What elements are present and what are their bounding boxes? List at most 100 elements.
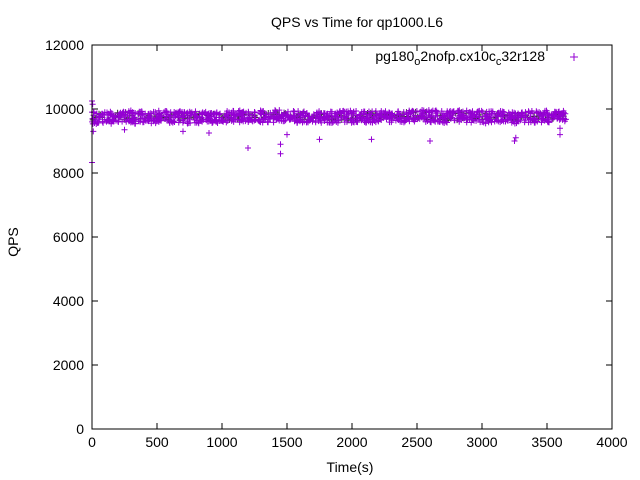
data-point xyxy=(217,110,224,117)
outlier-point xyxy=(511,138,518,144)
data-point xyxy=(272,107,279,114)
data-point xyxy=(365,118,372,125)
data-point xyxy=(353,118,360,125)
data-point xyxy=(558,111,565,118)
data-point xyxy=(469,108,476,115)
data-point xyxy=(404,114,411,121)
data-point xyxy=(108,117,115,124)
x-axis-label: Time(s) xyxy=(327,459,374,475)
data-point xyxy=(167,109,174,116)
data-point xyxy=(552,108,559,115)
data-point xyxy=(251,108,258,115)
data-point xyxy=(138,108,145,115)
data-point xyxy=(335,117,342,124)
data-point xyxy=(152,120,159,127)
data-point xyxy=(539,116,546,123)
data-point xyxy=(489,110,496,117)
data-point xyxy=(488,112,495,119)
data-point xyxy=(476,116,483,123)
data-point xyxy=(187,111,194,118)
data-point xyxy=(122,116,129,123)
outlier-point xyxy=(277,141,284,148)
data-point xyxy=(186,116,193,123)
data-point xyxy=(146,116,153,123)
data-point xyxy=(246,116,253,123)
data-point xyxy=(498,118,505,125)
outlier-point xyxy=(121,126,128,133)
x-tick-label: 0 xyxy=(88,434,96,450)
data-point xyxy=(429,107,436,114)
data-point xyxy=(207,117,214,124)
y-tick-label: 12000 xyxy=(45,37,84,53)
data-point xyxy=(446,109,453,116)
data-point xyxy=(161,116,168,123)
data-point xyxy=(204,118,211,125)
data-point xyxy=(416,115,423,122)
data-point xyxy=(357,114,364,121)
data-point xyxy=(117,109,124,116)
data-point xyxy=(364,115,371,122)
data-point xyxy=(130,115,137,122)
outlier-point xyxy=(180,128,186,135)
legend-label: pg180o2nofp.cx10cc32r128 xyxy=(375,48,545,68)
data-point xyxy=(226,109,233,116)
x-tick-label: 4000 xyxy=(596,434,627,450)
data-point xyxy=(256,118,263,125)
data-point xyxy=(434,110,441,117)
outlier-point xyxy=(206,130,212,136)
plot-border xyxy=(91,44,613,430)
data-point xyxy=(409,108,416,115)
data-point xyxy=(365,112,372,119)
data-point xyxy=(444,119,451,126)
data-point xyxy=(527,110,534,117)
data-point xyxy=(389,110,396,117)
y-tick-label: 8000 xyxy=(53,165,84,181)
data-point xyxy=(157,110,164,117)
data-point xyxy=(219,117,226,124)
outlier-point xyxy=(427,138,433,144)
data-point xyxy=(421,114,428,121)
data-point xyxy=(192,108,199,115)
data-point xyxy=(493,117,500,124)
x-tick-label: 1000 xyxy=(206,434,237,450)
data-point xyxy=(147,110,154,117)
data-point xyxy=(207,110,214,117)
data-point xyxy=(264,118,271,125)
data-point xyxy=(550,112,557,119)
data-point xyxy=(169,119,176,126)
data-point xyxy=(122,109,129,116)
x-tick-label: 3500 xyxy=(531,434,562,450)
data-point xyxy=(499,108,506,115)
data-point xyxy=(313,110,320,117)
data-point xyxy=(279,113,286,120)
data-point xyxy=(533,108,540,115)
data-point xyxy=(303,110,310,117)
chart-title: QPS vs Time for qp1000.L6 xyxy=(271,14,443,30)
outlier-point xyxy=(245,145,251,152)
data-point xyxy=(443,118,450,125)
outlier-point xyxy=(89,101,96,108)
data-point xyxy=(260,115,267,122)
data-point xyxy=(369,119,376,126)
data-point xyxy=(401,115,408,122)
data-point xyxy=(473,117,480,124)
data-point xyxy=(333,113,340,120)
data-point xyxy=(100,119,107,126)
data-point xyxy=(99,110,106,117)
data-point xyxy=(105,117,112,124)
data-point xyxy=(216,111,223,118)
data-point xyxy=(180,116,187,123)
data-point xyxy=(303,118,310,125)
data-point xyxy=(131,120,138,127)
data-point xyxy=(222,113,229,120)
data-point xyxy=(337,108,344,115)
y-tick-label: 10000 xyxy=(45,101,84,117)
data-point xyxy=(420,107,427,114)
outlier-point xyxy=(90,128,97,135)
data-point xyxy=(233,111,240,118)
data-point xyxy=(448,114,455,121)
data-point xyxy=(449,111,456,118)
data-point xyxy=(531,115,538,122)
data-point xyxy=(391,113,398,120)
